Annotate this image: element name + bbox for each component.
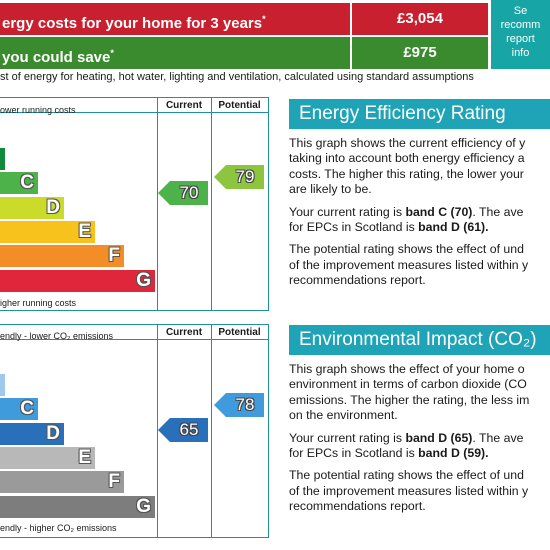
band-letter: C bbox=[20, 172, 34, 193]
band-letter: D bbox=[46, 197, 60, 218]
current-rating-arrow: 70 bbox=[158, 181, 208, 205]
potential-rating-value: 79 bbox=[235, 167, 255, 186]
band-letter: D bbox=[46, 423, 60, 444]
band-g-bar: G bbox=[0, 270, 155, 292]
text-line: This graph shows the current efficiency … bbox=[289, 136, 526, 150]
top-edge-label: endly - lower CO₂ emissions bbox=[0, 331, 114, 341]
band-f-bar: F bbox=[0, 471, 124, 493]
divider bbox=[211, 324, 212, 538]
text-line: taking into account both energy efficien… bbox=[289, 151, 525, 166]
band-f-bar: F bbox=[0, 245, 124, 267]
text-line: Your current rating is band C (70). The … bbox=[289, 204, 524, 219]
potential-rating-value: 78 bbox=[235, 395, 255, 414]
current-column-header: Current bbox=[165, 327, 203, 338]
current-rating-value: 65 bbox=[179, 420, 199, 439]
recommendations-link-box[interactable]: Se recomm report info bbox=[491, 0, 550, 69]
top-edge-label: ower running costs bbox=[0, 105, 76, 115]
side-line: recomm bbox=[500, 19, 541, 31]
energy-efficiency-text: This graph shows the current efficiency … bbox=[289, 136, 550, 289]
band-b-bar bbox=[0, 374, 5, 396]
band-e-bar: E bbox=[0, 221, 95, 243]
current-column-header: Current bbox=[165, 100, 203, 111]
band-letter: C bbox=[20, 398, 34, 419]
current-rating-arrow: 65 bbox=[158, 418, 208, 442]
band-letter: E bbox=[78, 221, 91, 242]
text-line: emissions. The higher the rating, the le… bbox=[289, 392, 530, 407]
band-letter: G bbox=[136, 496, 151, 517]
band-letter: F bbox=[108, 245, 120, 266]
text-line: This graph shows the effect of your home… bbox=[289, 362, 525, 376]
band-letter: E bbox=[78, 447, 91, 468]
band-d-bar: D bbox=[0, 423, 64, 445]
divider bbox=[157, 97, 158, 311]
bottom-edge-label: igher running costs bbox=[0, 298, 77, 308]
current-rating-value: 70 bbox=[179, 183, 199, 202]
text-line: for EPCs in Scotland is band D (61). bbox=[289, 220, 489, 235]
could-save-label: you could save* bbox=[0, 37, 350, 69]
cost-3-years-label: ergy costs for your home for 3 years* bbox=[0, 3, 350, 35]
text-line: of the improvement measures listed withi… bbox=[289, 257, 529, 272]
band-c-bar: C bbox=[0, 172, 38, 194]
side-line: report bbox=[506, 33, 535, 45]
potential-column-header: Potential bbox=[218, 100, 261, 111]
potential-rating-arrow: 78 bbox=[214, 393, 264, 417]
header-rule bbox=[0, 339, 268, 340]
text-line: The potential rating shows the effect of… bbox=[289, 468, 524, 483]
could-save-value: £975 bbox=[352, 37, 488, 69]
text-line: on the environment. bbox=[289, 408, 398, 423]
band-e-bar: E bbox=[0, 447, 95, 469]
divider bbox=[211, 97, 212, 311]
text-line: recommendations report. bbox=[289, 499, 426, 514]
potential-column-header: Potential bbox=[218, 327, 261, 338]
text-line: environment in terms of carbon dioxide (… bbox=[289, 377, 527, 392]
cost-assumption-note: st of energy for heating, hot water, lig… bbox=[0, 71, 474, 83]
text-line: are likely to be. bbox=[289, 182, 372, 197]
side-line: Se bbox=[513, 5, 528, 17]
header-rule bbox=[0, 112, 268, 113]
band-c-bar: C bbox=[0, 398, 38, 420]
chart-frame bbox=[0, 97, 269, 311]
band-letter: F bbox=[108, 471, 120, 492]
text-line: costs. The higher this rating, the lower… bbox=[289, 166, 524, 181]
environmental-impact-text: This graph shows the effect of your home… bbox=[289, 362, 550, 515]
side-line: info bbox=[511, 47, 530, 59]
bottom-edge-label: endly - higher CO₂ emissions bbox=[0, 523, 117, 533]
energy-efficiency-heading: Energy Efficiency Rating bbox=[289, 99, 550, 129]
text-line: for EPCs in Scotland is band D (59). bbox=[289, 446, 489, 461]
text-line: Your current rating is band D (65). The … bbox=[289, 430, 524, 445]
chart-frame bbox=[0, 324, 269, 538]
environmental-impact-heading: Environmental Impact (CO₂) bbox=[289, 325, 550, 355]
cost-3-years-value: £3,054 bbox=[352, 3, 488, 35]
band-d-bar: D bbox=[0, 197, 64, 219]
text-line: The potential rating shows the effect of… bbox=[289, 242, 524, 257]
text-line: recommendations report. bbox=[289, 273, 426, 288]
divider bbox=[157, 324, 158, 538]
band-b-bar bbox=[0, 148, 5, 170]
text-line: of the improvement measures listed withi… bbox=[289, 483, 529, 498]
potential-rating-arrow: 79 bbox=[214, 165, 264, 189]
band-letter: G bbox=[136, 270, 151, 291]
band-g-bar: G bbox=[0, 496, 155, 518]
